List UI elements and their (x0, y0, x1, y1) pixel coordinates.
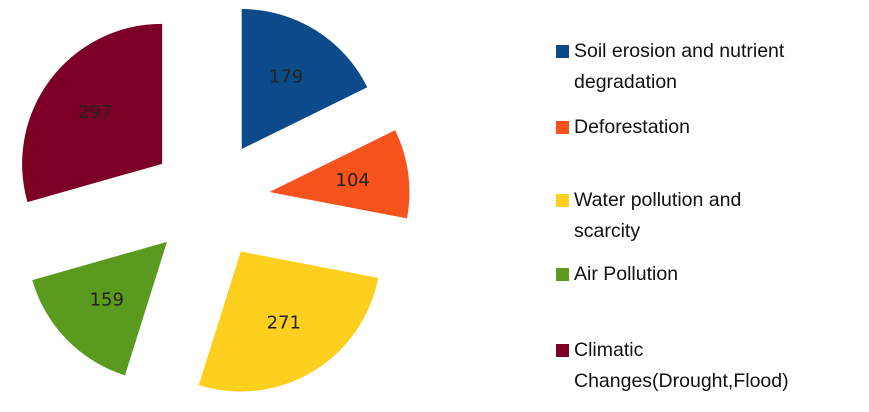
legend-item: Air Pollution (556, 259, 678, 290)
legend-item: Water pollution and scarcity (556, 185, 741, 247)
legend-swatch (556, 45, 569, 58)
legend-item: Climatic Changes(Drought,Flood) (556, 335, 789, 397)
legend-swatch (556, 344, 569, 357)
pie-slice (198, 251, 379, 392)
pie-slice (241, 9, 368, 150)
data-label: 104 (336, 170, 370, 191)
pie-slice (269, 130, 410, 219)
legend-swatch (556, 121, 569, 134)
data-label: 297 (78, 102, 112, 123)
legend-label: Air Pollution (574, 263, 679, 285)
data-label: 179 (269, 67, 303, 88)
legend-label: Climatic Changes(Drought,Flood) (574, 339, 789, 392)
pie-slice (22, 23, 163, 203)
pie-slice (32, 241, 167, 376)
legend-label: Water pollution and scarcity (574, 189, 742, 242)
legend-label: Deforestation (574, 116, 690, 138)
legend-swatch (556, 194, 569, 207)
data-label: 159 (90, 289, 124, 310)
legend-item: Soil erosion and nutrient degradation (556, 36, 784, 98)
legend-item: Deforestation (556, 112, 690, 143)
legend-label: Soil erosion and nutrient degradation (574, 40, 785, 93)
legend-swatch (556, 268, 569, 281)
data-label: 271 (267, 313, 301, 334)
